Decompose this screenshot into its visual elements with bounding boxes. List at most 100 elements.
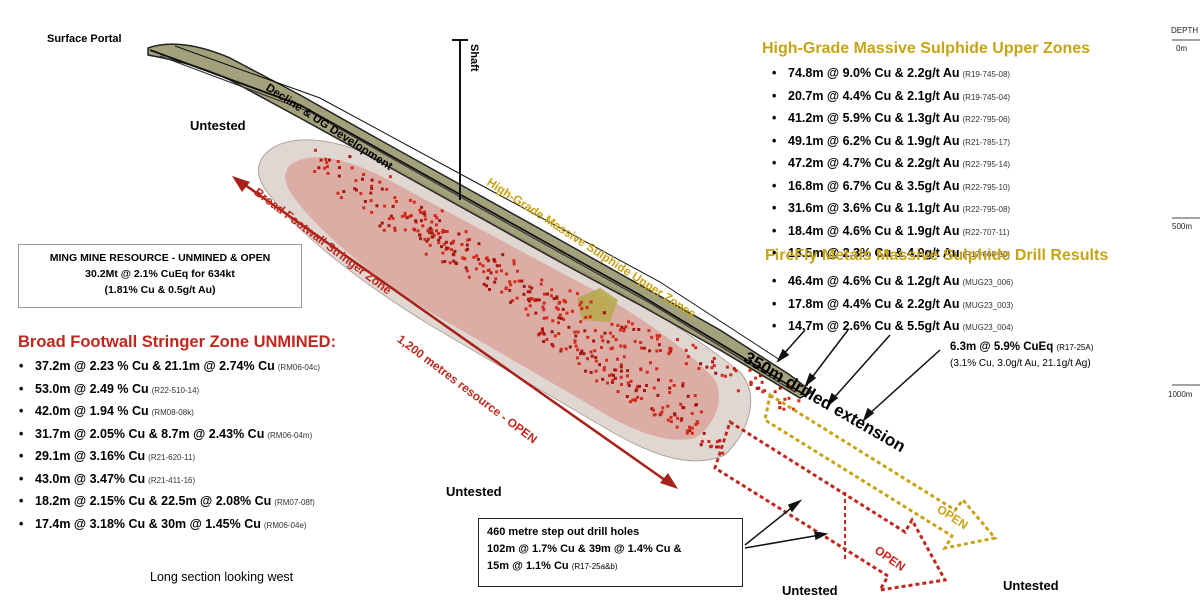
drill-intercept-mark	[579, 320, 583, 324]
open-arrow-gold	[763, 392, 998, 551]
drill-intercept-mark	[585, 306, 589, 310]
untested-label-bottom: Untested	[782, 583, 838, 598]
drill-intercept-mark	[657, 378, 660, 382]
drill-intercept-mark	[475, 254, 479, 258]
drill-intercept-mark	[627, 384, 631, 387]
drill-intercept-mark	[529, 297, 533, 300]
drill-intercept-mark	[568, 345, 572, 349]
drill-intercept-mark	[337, 174, 341, 178]
drill-intercept-mark	[420, 205, 424, 209]
drill-intercept-mark	[428, 243, 432, 247]
drill-intercept-mark	[528, 290, 532, 294]
drill-intercept-mark	[616, 323, 620, 327]
drill-intercept-mark	[437, 238, 441, 242]
drill-intercept-mark	[549, 294, 553, 298]
drill-intercept-mark	[632, 327, 636, 331]
drill-intercept-mark	[612, 373, 615, 377]
list-item: 14.7m @ 2.6% Cu & 5.5g/t Au(MUG23_004)	[770, 316, 1013, 339]
drill-intercept-mark	[451, 252, 455, 256]
decline-line-1	[149, 49, 806, 396]
drill-intercept-mark	[448, 261, 452, 265]
drill-intercept-mark	[619, 363, 623, 367]
drill-intercept-mark	[758, 374, 762, 378]
drill-intercept-mark	[583, 329, 587, 333]
drill-intercept-mark	[388, 175, 392, 179]
depth-scale	[1172, 39, 1200, 386]
drill-intercept-mark	[690, 426, 694, 430]
drill-intercept-mark	[418, 233, 422, 237]
drill-intercept-mark	[442, 242, 446, 246]
caption: Long section looking west	[150, 570, 294, 584]
cueq-note-detail: (3.1% Cu, 3.0g/t Au, 21.1g/t Ag)	[950, 358, 1091, 369]
drill-intercept-mark	[695, 403, 698, 406]
drill-intercept-mark	[584, 369, 588, 373]
drill-intercept-mark	[387, 217, 391, 221]
drill-intercept-mark	[626, 374, 629, 378]
drill-intercept-mark	[699, 443, 703, 447]
drill-intercept-mark	[495, 264, 499, 268]
drill-intercept-mark	[540, 327, 544, 331]
drill-intercept-mark	[567, 325, 571, 329]
drill-intercept-mark	[550, 343, 554, 346]
drill-intercept-mark	[666, 418, 670, 422]
high-grade-lens	[577, 288, 618, 322]
drill-intercept-mark	[681, 384, 685, 388]
drill-intercept-mark	[584, 315, 588, 319]
drill-intercept-mark	[522, 292, 526, 296]
drill-intercept-mark	[578, 303, 582, 307]
drill-intercept-mark	[655, 334, 659, 338]
drill-intercept-mark	[575, 292, 579, 296]
drill-intercept-mark	[419, 211, 423, 214]
drill-intercept-mark	[553, 334, 557, 338]
drill-intercept-mark	[539, 282, 543, 286]
drill-intercept-mark	[378, 180, 382, 184]
drill-intercept-mark	[467, 275, 471, 279]
drill-intercept-mark	[465, 243, 469, 247]
drill-intercept-mark	[616, 390, 620, 394]
drill-intercept-mark	[440, 245, 443, 249]
drill-intercept-mark	[499, 269, 503, 273]
drill-intercept-mark	[579, 352, 583, 356]
drill-intercept-mark	[673, 412, 676, 416]
drill-intercept-mark	[387, 224, 391, 228]
drill-intercept-mark	[370, 210, 374, 214]
drill-intercept-mark	[369, 199, 373, 203]
list-item: 17.4m @ 3.18% Cu & 30m @ 1.45% Cu(RM06-0…	[17, 514, 320, 537]
drill-intercept-mark	[657, 343, 661, 347]
drill-intercept-mark	[486, 276, 490, 280]
drill-intercept-mark	[754, 376, 758, 380]
drill-intercept-mark	[783, 397, 787, 401]
drill-intercept-mark	[354, 179, 358, 183]
drill-intercept-mark	[633, 339, 637, 343]
drill-intercept-mark	[353, 187, 357, 191]
drill-intercept-mark	[380, 221, 384, 225]
drill-intercept-mark	[652, 386, 656, 390]
drill-intercept-mark	[668, 391, 672, 394]
drill-intercept-mark	[542, 301, 546, 305]
drill-intercept-mark	[601, 339, 605, 343]
drill-intercept-mark	[515, 296, 519, 300]
drill-intercept-mark	[629, 400, 632, 404]
stepout-line2: 102m @ 1.7% Cu & 39m @ 1.4% Cu &	[487, 543, 682, 555]
drill-intercept-mark	[582, 352, 586, 356]
list-item: 31.6m @ 3.6% Cu & 1.1g/t Au(R22-795-08)	[770, 198, 1010, 221]
drill-intercept-mark	[619, 328, 622, 332]
drill-intercept-mark	[574, 334, 578, 338]
drill-intercept-mark	[620, 325, 624, 329]
drill-intercept-mark	[593, 329, 597, 333]
drill-intercept-mark	[440, 230, 444, 234]
drill-intercept-mark	[545, 338, 549, 341]
drill-intercept-mark	[619, 344, 623, 348]
drill-intercept-mark	[557, 332, 561, 336]
drill-intercept-mark	[639, 368, 643, 372]
drill-intercept-mark	[686, 355, 690, 359]
list-item: 41.2m @ 5.9% Cu & 1.3g/t Au(R22-795-06)	[770, 108, 1010, 131]
drill-intercept-mark	[623, 345, 627, 349]
drill-intercept-mark	[524, 307, 528, 311]
drill-intercept-mark	[619, 365, 623, 369]
drill-intercept-mark	[682, 406, 686, 410]
drill-intercept-mark	[446, 246, 450, 250]
drill-intercept-mark	[710, 366, 714, 370]
drill-intercept-mark	[423, 237, 427, 241]
drill-intercept-mark	[573, 330, 577, 334]
